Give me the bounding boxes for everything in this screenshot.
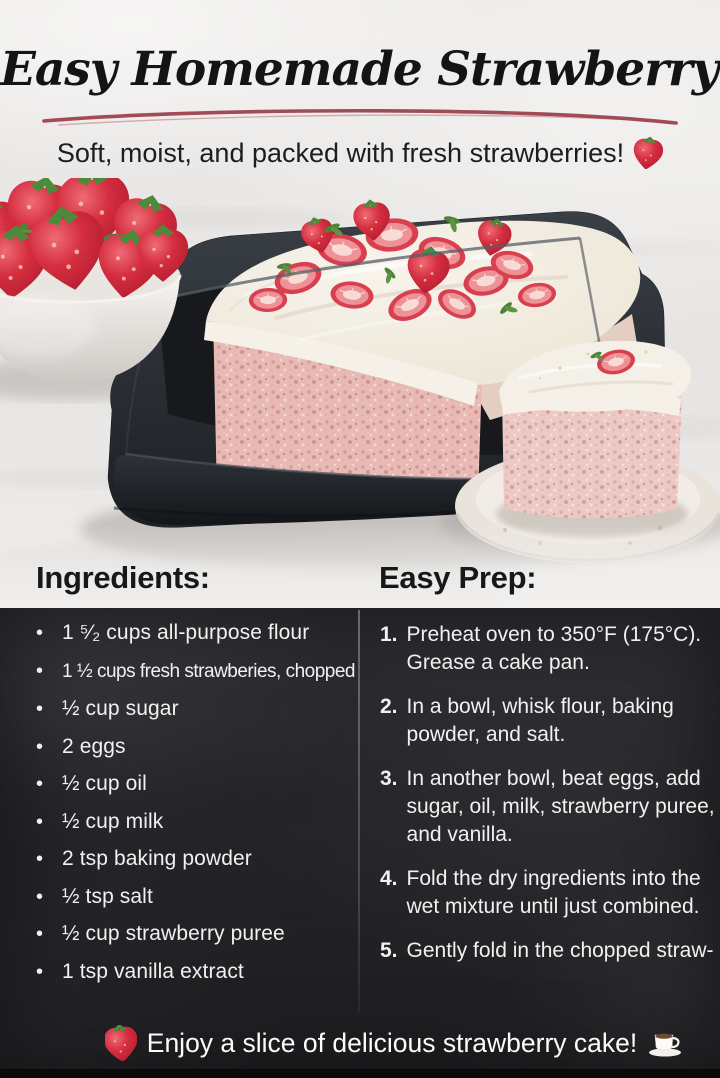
prep-step: 3. In another bowl, beat eggs, add sugar… [380, 765, 716, 849]
ingredient-item: • ½ cup strawberry puree [36, 922, 366, 947]
ingredient-item: • ½ cup sugar [36, 697, 366, 722]
step-text: In another bowl, beat eggs, add sugar, o… [406, 767, 715, 846]
ingredient-text: ½ tsp salt [62, 884, 153, 908]
bullet: • [36, 923, 44, 945]
ingredient-item: • ½ tsp salt [36, 885, 366, 910]
ingredient-item: • ½ cup oil [36, 772, 366, 797]
footer-text: Enjoy a slice of delicious strawberry ca… [146, 1027, 638, 1058]
step-number: 5. [380, 939, 398, 962]
step-text: Fold the dry ingredients into the wet mi… [406, 867, 701, 918]
ingredients-heading: Ingredients: [36, 560, 210, 595]
cake-slice [496, 340, 692, 538]
step-number: 2. [380, 695, 398, 718]
bullet: • [36, 960, 44, 983]
step-text: Gently fold in the chopped straw- [406, 939, 714, 962]
strawberry-icon [633, 137, 664, 169]
bullet: • [36, 885, 44, 908]
ingredient-text: 2 eggs [62, 734, 126, 758]
bottom-strip [0, 1069, 720, 1078]
recipe-body: • 1 ⁵⁄₂ cups all-purpose flour • 1 ½ cup… [0, 608, 720, 1078]
photo-fade [0, 524, 720, 608]
prep-step: 4. Fold the dry ingredients into the wet… [380, 865, 716, 921]
ingredients-list: • 1 ⁵⁄₂ cups all-purpose flour • 1 ½ cup… [36, 621, 366, 997]
prep-heading: Easy Prep: [379, 560, 537, 595]
subtitle: Soft, moist, and packed with fresh straw… [0, 137, 720, 169]
ingredient-item: • 2 tsp baking powder [36, 847, 366, 872]
bullet: • [36, 698, 44, 720]
ingredient-item: • ½ cup milk [36, 810, 366, 835]
prep-step: 5. Gently fold in the chopped straw- [380, 937, 716, 965]
bullet: • [36, 659, 44, 682]
bullet: • [36, 773, 44, 795]
ingredient-text: 1 ½ cups fresh strawberies, chopped [62, 660, 356, 682]
bullet: • [36, 622, 44, 644]
ingredient-item: • 1 ⁵⁄₂ cups all-purpose flour [36, 621, 366, 646]
column-divider [358, 610, 360, 1012]
footer-banner: Enjoy a slice of delicious strawberry ca… [0, 1025, 720, 1061]
bullet: • [36, 735, 44, 758]
title-underline-swoosh [42, 108, 678, 126]
prep-step: 2. In a bowl, whisk flour, baking powder… [380, 693, 716, 749]
ingredient-text: 1 ⁵⁄₂ cups all-purpose flour [62, 621, 310, 644]
subtitle-text: Soft, moist, and packed with fresh straw… [56, 137, 625, 168]
strawberry-bowl [0, 178, 189, 383]
step-text: In a bowl, whisk flour, baking powder, a… [406, 695, 674, 746]
ingredient-text: ½ cup milk [62, 809, 164, 833]
hero-section: Easy Homemade Strawberry Cake Soft, mois… [0, 0, 720, 608]
step-number: 3. [380, 767, 398, 790]
prep-steps-list: 1. Preheat oven to 350°F (175°C). Grease… [380, 621, 716, 981]
ingredient-text: 2 tsp baking powder [62, 847, 252, 870]
strawberry-loaf-cake [204, 197, 641, 509]
bullet: • [36, 810, 44, 833]
ingredient-item: • 2 eggs [36, 735, 366, 760]
step-text: Preheat oven to 350°F (175°C). Grease a … [406, 623, 702, 674]
strawberry-icon [104, 1025, 137, 1061]
bullet: • [36, 848, 44, 870]
ingredient-text: 1 tsp vanilla extract [62, 959, 244, 983]
ingredient-item: • 1 ½ cups fresh strawberies, chopped [36, 659, 366, 685]
ingredient-text: ½ cup strawberry puree [62, 922, 285, 945]
step-number: 4. [380, 867, 398, 890]
ingredient-text: ½ cup sugar [62, 697, 179, 720]
ingredient-text: ½ cup oil [62, 772, 147, 795]
page-title: Easy Homemade Strawberry Cake [0, 42, 720, 97]
prep-step: 1. Preheat oven to 350°F (175°C). Grease… [380, 621, 716, 677]
step-number: 1. [380, 623, 398, 646]
ingredient-item: • 1 tsp vanilla extract [36, 960, 366, 985]
coffee-cup-icon [647, 1029, 685, 1057]
